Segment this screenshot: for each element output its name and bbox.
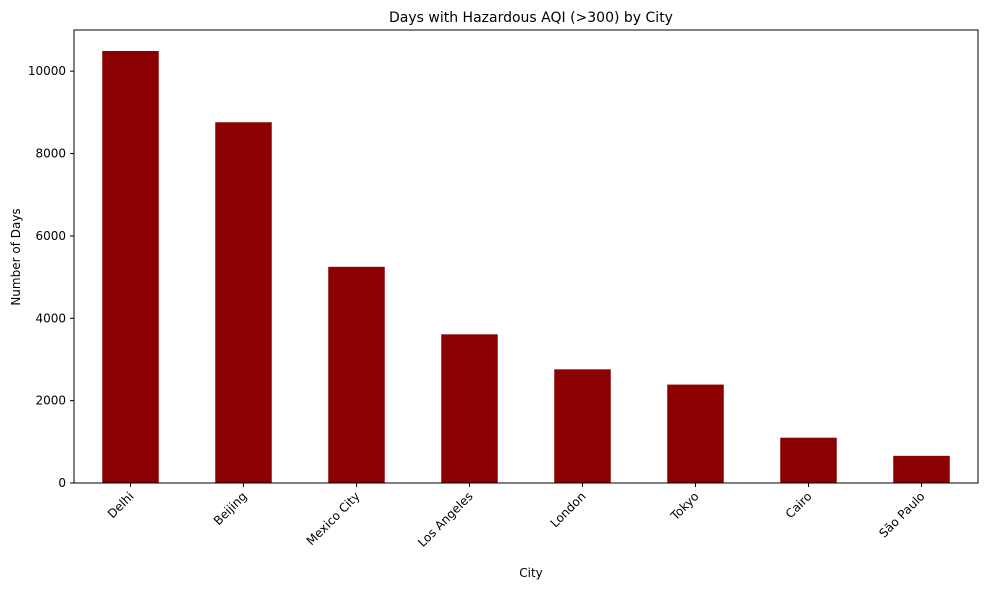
- bar-los-angeles: [441, 334, 498, 483]
- x-tick-label: São Paulo: [876, 489, 927, 540]
- bar-london: [554, 369, 611, 483]
- bar-s-o-paulo: [893, 455, 950, 483]
- chart-title: Days with Hazardous AQI (>300) by City: [389, 10, 673, 26]
- x-tick-label: Cairo: [783, 489, 815, 521]
- y-axis-label: Number of Days: [9, 208, 23, 305]
- x-axis-label: City: [519, 566, 543, 580]
- x-axis-ticks: Delhi Beijing Mexico City Los Angeles London…: [105, 483, 928, 550]
- bar-beijing: [215, 122, 272, 483]
- plot-area-frame: [73, 29, 979, 484]
- y-tick-label: 10000: [28, 64, 66, 78]
- bar-cairo: [780, 437, 837, 483]
- x-tick-label: Los Angeles: [415, 489, 476, 550]
- x-tick-label: Mexico City: [304, 489, 363, 548]
- bar-delhi: [102, 51, 159, 483]
- y-tick-label: 0: [58, 476, 66, 490]
- y-tick-label: 4000: [35, 311, 66, 325]
- y-tick-label: 6000: [35, 229, 66, 243]
- y-tick-label: 2000: [35, 394, 66, 408]
- y-tick-label: 8000: [35, 147, 66, 161]
- x-tick-label: London: [548, 489, 589, 530]
- bars-group: [102, 51, 950, 483]
- y-axis-ticks: 0 2000 4000 6000 8000 10000: [28, 64, 74, 490]
- bar-tokyo: [667, 384, 724, 483]
- bar-mexico-city: [328, 266, 385, 483]
- x-tick-label: Tokyo: [667, 489, 701, 523]
- x-tick-label: Beijing: [211, 489, 250, 528]
- x-tick-label: Delhi: [105, 489, 137, 521]
